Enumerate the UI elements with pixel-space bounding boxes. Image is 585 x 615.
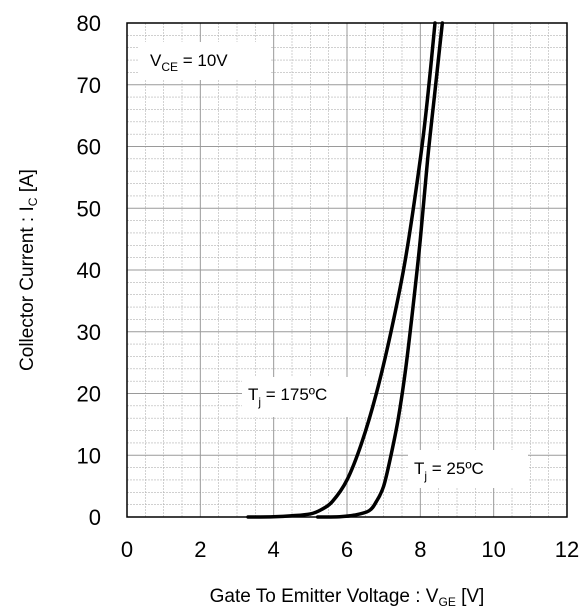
- x-tick-label: 12: [555, 537, 579, 562]
- x-axis-title: Gate To Emitter Voltage : VGE [V]: [210, 586, 485, 609]
- y-tick-label: 70: [77, 73, 101, 98]
- y-tick-label: 20: [77, 382, 101, 407]
- tj25-annotation: Tj = 25ºC: [414, 459, 484, 483]
- y-tick-label: 10: [77, 443, 101, 468]
- y-tick-labels: 0 10 20 30 40 50 60 70 80: [77, 11, 101, 530]
- tj175-annotation-box: [242, 377, 370, 417]
- y-tick-label: 0: [89, 505, 101, 530]
- x-tick-label: 0: [121, 537, 133, 562]
- series-layer: [246, 21, 445, 519]
- y-axis-title: Collector Current : IC [A]: [17, 169, 40, 371]
- series-line-1: [246, 21, 437, 519]
- tj175-annotation: Tj = 175ºC: [248, 385, 327, 409]
- x-tick-label: 4: [268, 537, 280, 562]
- y-tick-label: 80: [77, 11, 101, 36]
- y-tick-label: 30: [77, 320, 101, 345]
- y-tick-label: 50: [77, 196, 101, 221]
- y-tick-label: 40: [77, 258, 101, 283]
- series-line-2: [315, 21, 445, 519]
- y-tick-label: 60: [77, 135, 101, 160]
- x-tick-label: 8: [414, 537, 426, 562]
- major-grid: [127, 23, 567, 517]
- vce-annotation-box: [138, 42, 270, 80]
- tj25-annotation-box: [408, 450, 528, 488]
- x-tick-label: 2: [194, 537, 206, 562]
- x-tick-labels: 0 2 4 6 8 10 12: [121, 537, 579, 562]
- x-tick-label: 10: [481, 537, 505, 562]
- x-tick-label: 6: [341, 537, 353, 562]
- vce-annotation: VCE = 10V: [150, 51, 228, 74]
- plot-frame: [126, 22, 568, 518]
